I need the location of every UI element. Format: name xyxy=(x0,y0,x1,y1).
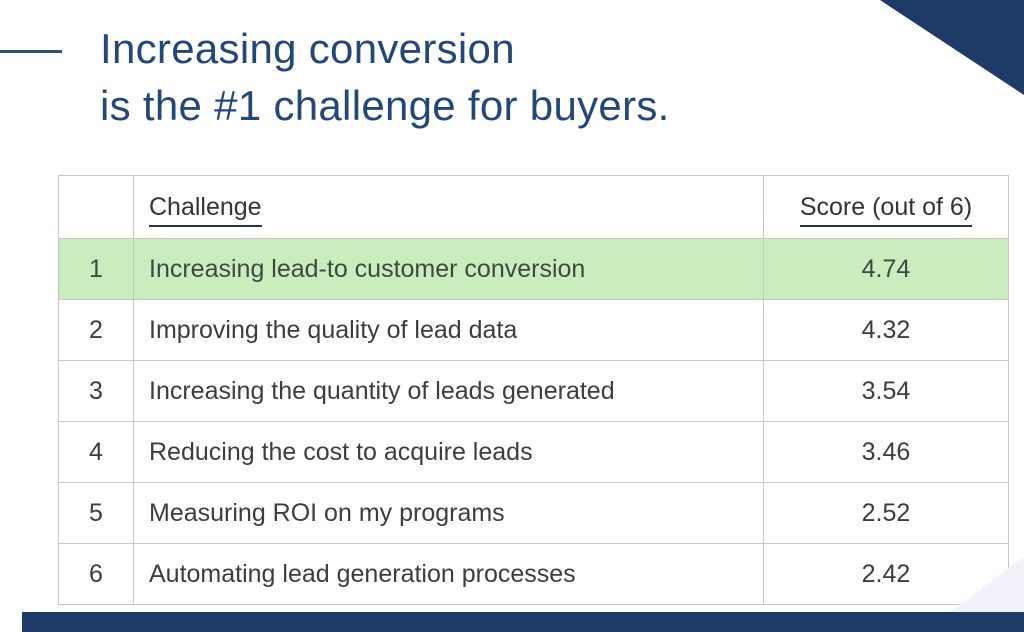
table-row-4: 4 Reducing the cost to acquire leads 3.4… xyxy=(58,421,1009,483)
rank-cell: 2 xyxy=(58,299,134,361)
challenge-cell: Reducing the cost to acquire leads xyxy=(133,421,764,483)
page-title-line-2: is the #1 challenge for buyers. xyxy=(100,82,670,129)
corner-triangle-decoration xyxy=(880,0,1024,95)
page-title-line-1: Increasing conversion xyxy=(100,25,515,72)
score-cell: 4.32 xyxy=(763,299,1009,361)
page-title: Increasing conversion is the #1 challeng… xyxy=(100,20,670,134)
bottom-bar-decoration xyxy=(22,612,1024,632)
challenge-score-table: Challenge Score (out of 6) 1 Increasing … xyxy=(58,175,1009,605)
challenge-cell: Increasing lead-to customer conversion xyxy=(133,238,764,300)
score-cell: 2.42 xyxy=(763,543,1009,605)
challenge-cell: Increasing the quantity of leads generat… xyxy=(133,360,764,422)
table-row-6: 6 Automating lead generation processes 2… xyxy=(58,543,1009,605)
table-row-3: 3 Increasing the quantity of leads gener… xyxy=(58,360,1009,422)
table-row-2: 2 Improving the quality of lead data 4.3… xyxy=(58,299,1009,361)
header-challenge-cell: Challenge xyxy=(133,175,764,239)
header-challenge-label: Challenge xyxy=(149,192,262,227)
header-rank-cell xyxy=(58,175,134,239)
header-score-cell: Score (out of 6) xyxy=(763,175,1009,239)
challenge-cell: Automating lead generation processes xyxy=(133,543,764,605)
rank-cell: 5 xyxy=(58,482,134,544)
table-row-5: 5 Measuring ROI on my programs 2.52 xyxy=(58,482,1009,544)
score-cell: 2.52 xyxy=(763,482,1009,544)
score-cell: 3.46 xyxy=(763,421,1009,483)
rank-cell: 4 xyxy=(58,421,134,483)
score-cell: 4.74 xyxy=(763,238,1009,300)
score-cell: 3.54 xyxy=(763,360,1009,422)
challenge-cell: Improving the quality of lead data xyxy=(133,299,764,361)
challenge-cell: Measuring ROI on my programs xyxy=(133,482,764,544)
table-row-1-highlighted: 1 Increasing lead-to customer conversion… xyxy=(58,238,1009,300)
table-header-row: Challenge Score (out of 6) xyxy=(58,175,1009,239)
header-score-label: Score (out of 6) xyxy=(799,192,973,227)
rank-cell: 1 xyxy=(58,238,134,300)
rank-cell: 6 xyxy=(58,543,134,605)
title-dash-decoration xyxy=(0,50,62,53)
rank-cell: 3 xyxy=(58,360,134,422)
